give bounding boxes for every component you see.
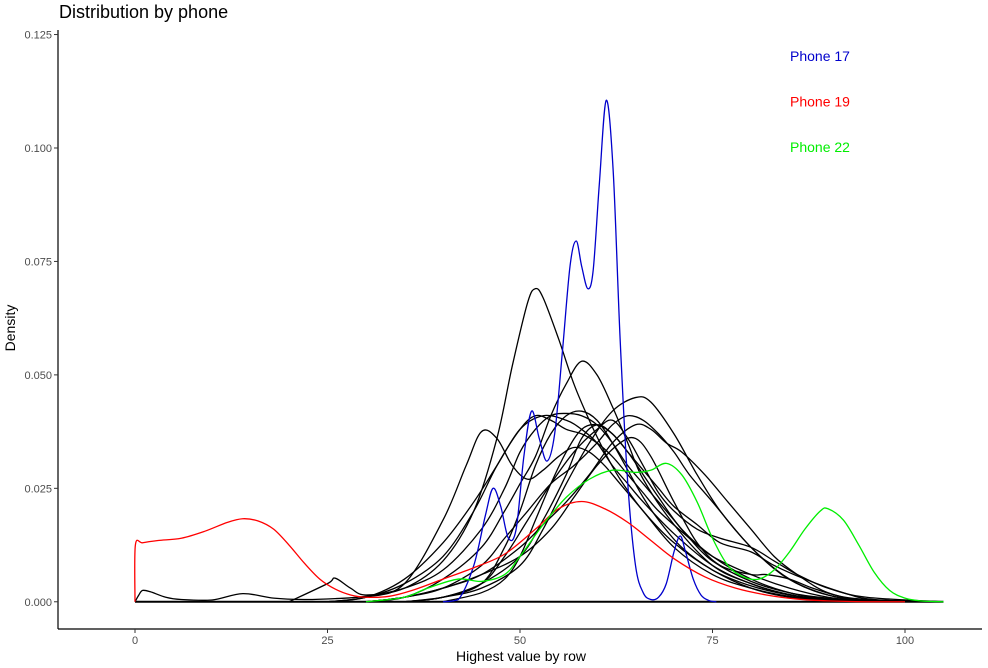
density-line: [404, 419, 944, 603]
density-line: [365, 360, 944, 603]
axes: [57, 30, 982, 630]
y-tick-label: 0.075: [24, 256, 52, 268]
density-line: [365, 462, 944, 603]
x-axis-title: Highest value by row: [456, 648, 587, 664]
x-tick-label: 100: [896, 635, 914, 647]
chart-title: Distribution by phone: [59, 2, 228, 22]
y-axis-title: Density: [2, 305, 18, 352]
y-tick-label: 0.125: [24, 30, 52, 42]
x-tick-label: 75: [706, 635, 718, 647]
legend-label: Phone 22: [790, 139, 850, 155]
legend: Phone 17 Phone 19 Phone 22: [790, 48, 850, 155]
x-tick-label: 0: [132, 635, 138, 647]
x-tick-label: 25: [321, 635, 333, 647]
density-line: [134, 412, 944, 603]
y-tick-label: 0.100: [24, 143, 52, 155]
y-tick-label: 0.025: [24, 483, 52, 495]
density-line: [442, 423, 944, 603]
density-line: [327, 414, 944, 603]
legend-label: Phone 17: [790, 48, 850, 64]
x-tick-label: 50: [514, 635, 526, 647]
density-line: [365, 436, 944, 603]
density-line: [327, 414, 944, 603]
y-tick-label: 0.050: [24, 370, 52, 382]
density-lines: [134, 99, 944, 603]
density-line: [365, 414, 944, 603]
density-line: [404, 396, 944, 603]
tick-marks: 0 25 50 75 100 0.000 0.025 0.050 0.075 0.100 0.125: [24, 30, 914, 647]
density-line: [288, 287, 944, 603]
density-line: [442, 99, 717, 603]
legend-label: Phone 19: [790, 94, 850, 110]
density-line: [134, 500, 905, 603]
y-tick-label: 0.000: [24, 597, 52, 609]
density-line: [404, 410, 944, 603]
density-line: [327, 429, 944, 603]
